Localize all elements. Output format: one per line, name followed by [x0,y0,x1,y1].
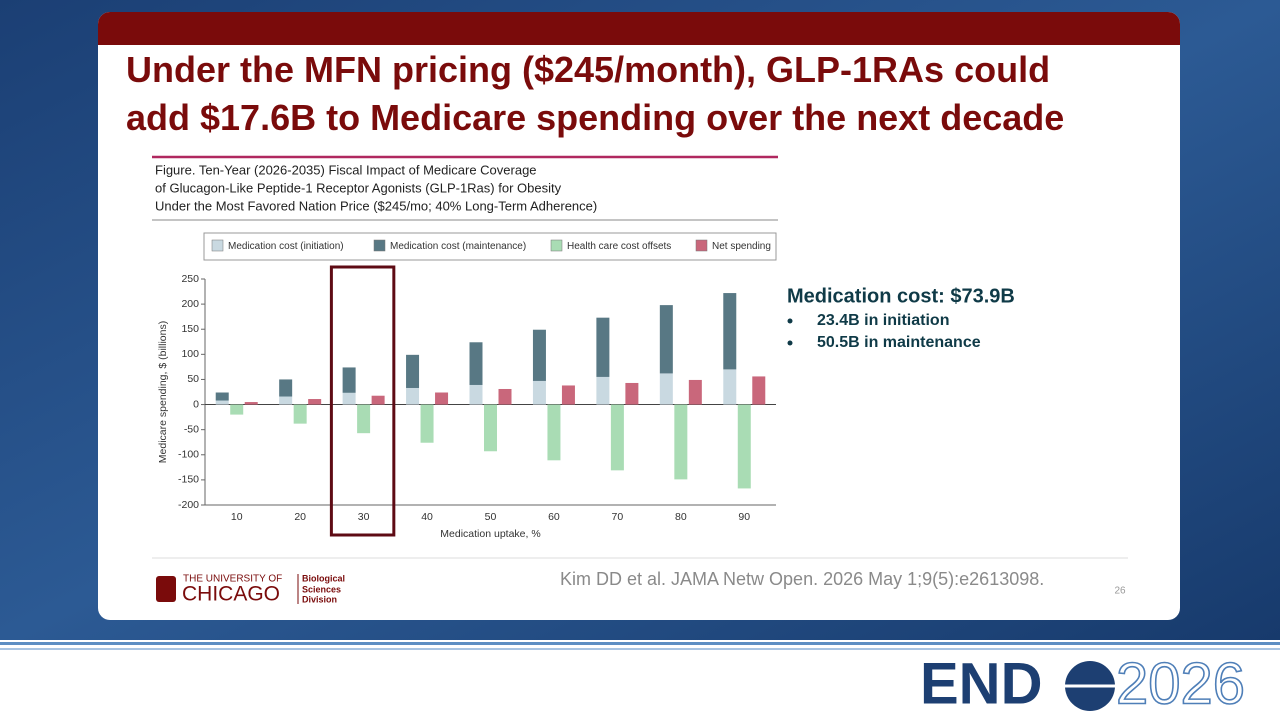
y-tick-label: -150 [178,474,199,486]
title: Under the MFN pricing ($245/month), GLP-… [126,49,1050,90]
title: add $17.6B to Medicare spending over the… [126,97,1064,138]
chart: -200 -150 -100 -50 0 50 100 150 200 250 Medicare s… [157,239,776,540]
bar [279,396,293,405]
bar [406,387,420,405]
bar [435,392,449,405]
university: CHICAGO [182,583,280,606]
bar [469,384,483,405]
bar [596,317,610,377]
x-tick-label: 20 [294,511,306,523]
bar [532,329,546,381]
bar [498,388,512,405]
y-tick-label: 50 [187,373,199,385]
bar [532,380,546,405]
legend-label: Net spending [712,241,771,252]
bullet [787,318,793,324]
bar [596,376,610,405]
legend-swatch [373,239,386,252]
legend-swatch [695,239,708,252]
callout-heading: Medication cost: $73.9B [787,285,1015,307]
bar [342,392,356,405]
bar [469,342,483,385]
x-tick-label: 50 [485,511,497,523]
bar [215,392,229,401]
y-tick-label: -200 [178,499,199,511]
bar [610,404,624,471]
division: Sciences [302,584,341,594]
bar [357,404,371,434]
bar [215,400,229,405]
page-number: 26 [1114,586,1126,597]
bar [279,379,293,397]
bar [752,376,766,405]
division: Division [302,594,337,604]
y-tick-label: -50 [184,423,199,435]
x-tick-label: 70 [612,511,624,523]
logo-text: END [920,651,1042,716]
x-tick-label: 40 [421,511,433,523]
bar [659,305,673,374]
x-tick-label: 90 [738,511,750,523]
legend-label: Medication cost (initiation) [228,241,344,252]
bar [561,385,575,405]
legend-swatch [211,239,224,252]
bar [484,404,497,452]
crest [156,576,176,602]
y-tick-label: -100 [178,449,199,461]
logo-text: 2026 [1116,651,1245,716]
y-tick-label: 200 [181,298,199,310]
bar [230,404,244,415]
bar [308,399,322,405]
legend-label: Health care cost offsets [567,241,671,252]
x-tick-label: 80 [675,511,687,523]
highlight-box [329,265,396,537]
bar [625,382,639,405]
y-axis-label: Medicare spending, $ (billions) [157,321,169,463]
banner-stripe [0,642,1280,645]
bar [420,404,434,443]
y-tick-label: 0 [193,398,199,410]
x-tick-label: 10 [231,511,243,523]
bar [688,379,702,405]
figure-caption: Under the Most Favored Nation Price ($24… [155,198,597,213]
bar [406,354,420,388]
bar [371,395,385,405]
legend-swatch [550,239,563,252]
bar [547,404,561,461]
x-axis-label: Medication uptake, % [440,528,540,540]
figure-caption: Figure. Ten-Year (2026-2035) Fiscal Impa… [155,162,537,177]
bar [659,373,673,405]
callout-bullet: 50.5B in maintenance [817,334,981,351]
y-tick-label: 100 [181,348,199,360]
banner-stripe [0,648,1280,650]
division: Biological [302,573,345,583]
slide-panel [98,12,1180,620]
x-tick-label: 30 [358,511,370,523]
x-tick-label: 60 [548,511,560,523]
bar [244,402,258,405]
legend-box [203,232,777,261]
bar [723,293,737,370]
bullet [787,340,793,346]
y-tick-label: 250 [181,273,199,285]
bar [674,404,688,480]
figure-caption: of Glucagon-Like Peptide-1 Receptor Agon… [155,180,562,195]
title-bar [98,12,1180,45]
bar [293,404,307,424]
callout-bullet: 23.4B in initiation [817,312,949,329]
bar [737,404,751,489]
y-tick-label: 150 [181,323,199,335]
university: THE UNIVERSITY OF [183,574,282,585]
bar [723,369,737,405]
legend-label: Medication cost (maintenance) [390,241,526,252]
citation: Kim DD et al. JAMA Netw Open. 2026 May 1… [560,569,1044,589]
bar [342,367,356,393]
